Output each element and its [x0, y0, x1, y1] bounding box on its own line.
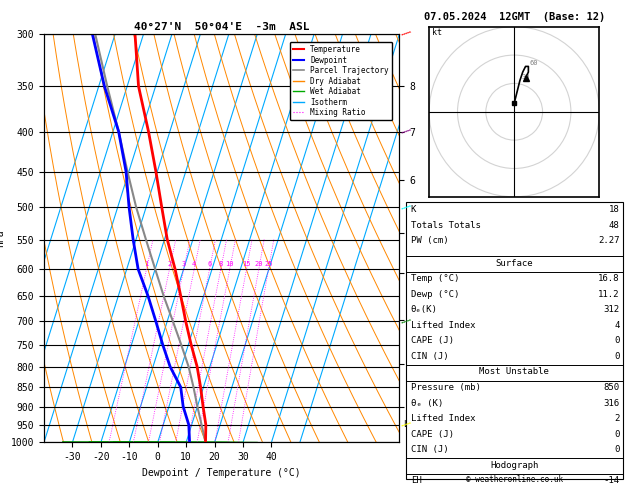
- Text: 850: 850: [603, 383, 620, 392]
- Text: 15: 15: [242, 261, 251, 267]
- Text: 2: 2: [167, 261, 172, 267]
- Text: Totals Totals: Totals Totals: [411, 221, 481, 229]
- Text: CAPE (J): CAPE (J): [411, 336, 454, 346]
- Text: 0: 0: [614, 445, 620, 454]
- Text: Surface: Surface: [496, 259, 533, 268]
- Text: 20: 20: [255, 261, 263, 267]
- Legend: Temperature, Dewpoint, Parcel Trajectory, Dry Adiabat, Wet Adiabat, Isotherm, Mi: Temperature, Dewpoint, Parcel Trajectory…: [290, 42, 392, 120]
- Text: /: /: [399, 419, 410, 431]
- Text: CIN (J): CIN (J): [411, 352, 448, 361]
- Text: θₑ(K): θₑ(K): [411, 305, 438, 314]
- Text: 8: 8: [219, 261, 223, 267]
- Text: -14: -14: [603, 476, 620, 486]
- Text: 0: 0: [614, 430, 620, 439]
- Text: /: /: [399, 126, 410, 138]
- Text: 312: 312: [603, 305, 620, 314]
- Text: 3: 3: [182, 261, 186, 267]
- Text: 30: 30: [521, 74, 530, 80]
- Y-axis label: hPa: hPa: [0, 229, 5, 247]
- Text: 18: 18: [609, 205, 620, 214]
- Text: Temp (°C): Temp (°C): [411, 274, 459, 283]
- Text: 11.2: 11.2: [598, 290, 620, 299]
- Text: K: K: [411, 205, 416, 214]
- Text: Hodograph: Hodograph: [490, 461, 538, 470]
- Text: Pressure (mb): Pressure (mb): [411, 383, 481, 392]
- X-axis label: Dewpoint / Temperature (°C): Dewpoint / Temperature (°C): [142, 468, 301, 478]
- Text: 16.8: 16.8: [598, 274, 620, 283]
- Text: θₑ (K): θₑ (K): [411, 399, 443, 408]
- Text: 0: 0: [614, 336, 620, 346]
- Text: kt: kt: [432, 28, 442, 37]
- Text: 25: 25: [264, 261, 273, 267]
- Text: 10: 10: [225, 261, 234, 267]
- Text: CIN (J): CIN (J): [411, 445, 448, 454]
- Text: 60: 60: [530, 60, 538, 66]
- Text: Lifted Index: Lifted Index: [411, 414, 476, 423]
- Text: 1: 1: [145, 261, 148, 267]
- Text: Dewp (°C): Dewp (°C): [411, 290, 459, 299]
- Text: © weatheronline.co.uk: © weatheronline.co.uk: [465, 474, 563, 484]
- Text: /: /: [399, 28, 410, 40]
- Text: 07.05.2024  12GMT  (Base: 12): 07.05.2024 12GMT (Base: 12): [423, 12, 605, 22]
- Text: Lifted Index: Lifted Index: [411, 321, 476, 330]
- Text: 48: 48: [609, 221, 620, 229]
- Text: 4: 4: [614, 321, 620, 330]
- Text: /: /: [399, 315, 410, 327]
- Text: CAPE (J): CAPE (J): [411, 430, 454, 439]
- Text: PW (cm): PW (cm): [411, 236, 448, 245]
- Text: LCL: LCL: [403, 420, 418, 429]
- Title: 40°27'N  50°04'E  -3m  ASL: 40°27'N 50°04'E -3m ASL: [134, 22, 309, 32]
- Y-axis label: km
ASL: km ASL: [416, 231, 436, 245]
- Text: 2: 2: [614, 414, 620, 423]
- Text: /: /: [399, 201, 410, 213]
- Text: 2.27: 2.27: [598, 236, 620, 245]
- Text: 316: 316: [603, 399, 620, 408]
- Text: EH: EH: [411, 476, 421, 486]
- Text: Most Unstable: Most Unstable: [479, 367, 549, 377]
- Text: 0: 0: [614, 352, 620, 361]
- Text: 6: 6: [208, 261, 211, 267]
- Text: 4: 4: [192, 261, 196, 267]
